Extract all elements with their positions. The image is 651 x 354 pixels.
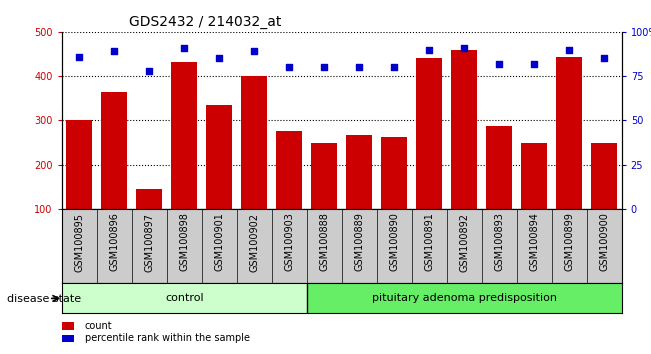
Text: GDS2432 / 214032_at: GDS2432 / 214032_at <box>129 16 281 29</box>
Bar <box>66 120 92 253</box>
Text: GSM100896: GSM100896 <box>109 212 119 272</box>
Text: GSM100895: GSM100895 <box>74 212 85 272</box>
Bar <box>346 135 372 253</box>
Point <box>599 56 609 61</box>
Text: GSM100898: GSM100898 <box>179 212 189 272</box>
Text: control: control <box>165 293 204 303</box>
Text: GSM100894: GSM100894 <box>529 212 539 272</box>
Point <box>214 56 225 61</box>
Bar <box>591 143 617 253</box>
Bar <box>206 105 232 253</box>
Point <box>389 64 400 70</box>
Text: GSM100902: GSM100902 <box>249 212 259 272</box>
Point <box>179 45 189 51</box>
Point <box>354 64 365 70</box>
Point <box>529 61 540 67</box>
Bar <box>241 76 268 253</box>
Point <box>74 54 85 59</box>
Bar <box>62 283 307 313</box>
Bar <box>101 92 128 253</box>
Bar <box>307 283 622 313</box>
Bar <box>521 143 547 253</box>
Bar <box>416 58 443 253</box>
Point <box>249 48 260 54</box>
Bar <box>136 189 163 253</box>
Point <box>424 47 434 52</box>
Text: GSM100890: GSM100890 <box>389 212 399 272</box>
Bar <box>556 57 583 253</box>
Text: GSM100891: GSM100891 <box>424 212 434 272</box>
Bar <box>381 137 408 253</box>
Text: GSM100899: GSM100899 <box>564 212 574 272</box>
Text: GSM100893: GSM100893 <box>494 212 505 272</box>
Text: disease state: disease state <box>7 294 81 304</box>
Text: GSM100903: GSM100903 <box>284 212 294 272</box>
Bar <box>311 143 337 253</box>
Text: GSM100897: GSM100897 <box>145 212 154 272</box>
Text: GSM100889: GSM100889 <box>354 212 365 272</box>
Text: GSM100888: GSM100888 <box>319 212 329 272</box>
Text: GSM100892: GSM100892 <box>459 212 469 272</box>
Bar <box>451 50 477 253</box>
Text: pituitary adenoma predisposition: pituitary adenoma predisposition <box>372 293 557 303</box>
Text: percentile rank within the sample: percentile rank within the sample <box>85 333 249 343</box>
Text: GSM100901: GSM100901 <box>214 212 225 272</box>
Text: count: count <box>85 321 112 331</box>
Bar <box>171 62 197 253</box>
Point <box>459 45 469 51</box>
Point <box>319 64 329 70</box>
Point <box>284 64 294 70</box>
Bar <box>486 126 512 253</box>
Point <box>564 47 574 52</box>
Point <box>109 48 120 54</box>
Point <box>144 68 154 74</box>
Text: GSM100900: GSM100900 <box>599 212 609 272</box>
Point <box>494 61 505 67</box>
Bar <box>276 131 303 253</box>
